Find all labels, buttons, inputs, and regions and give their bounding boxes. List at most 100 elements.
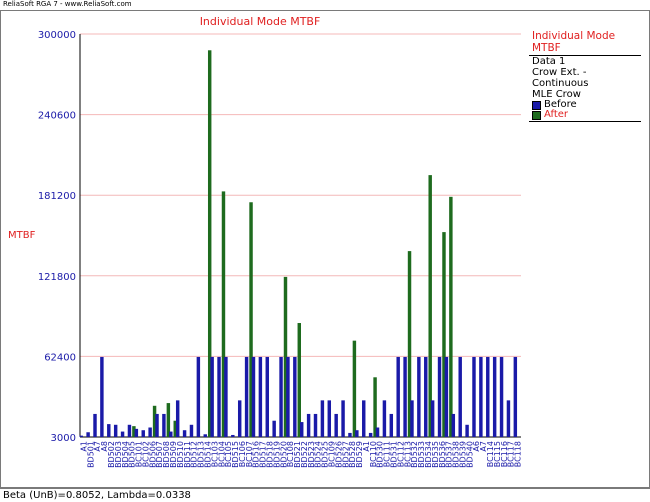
legend-label-after: After [544, 109, 569, 120]
y-tick-label: 62400 [44, 352, 76, 363]
y-tick-label: 181200 [38, 191, 76, 202]
x-tick-label: BC108 [286, 441, 295, 467]
bar-before [100, 356, 104, 437]
x-tick-label: BD514 [203, 441, 212, 468]
bar-before [492, 356, 497, 437]
bar-before [306, 413, 311, 437]
bar-before [341, 400, 345, 437]
x-tick-label: BD510 [176, 441, 185, 468]
bar-before [189, 424, 194, 437]
bar-before [499, 356, 504, 437]
x-tick-label: BD515 [231, 441, 240, 468]
bar-before [265, 356, 269, 437]
x-tick-label: BD536 [438, 441, 447, 468]
x-tick-label: BC111 [383, 441, 392, 467]
bar-before [237, 400, 242, 437]
bar-before [286, 356, 290, 437]
x-tick-label: BD540 [465, 441, 474, 468]
legend-label-before: Before [544, 99, 577, 110]
x-tick-label: A7 [93, 441, 102, 452]
bar-before [368, 432, 373, 437]
x-tick-label: BC101 [135, 441, 144, 467]
bar-before [300, 422, 304, 437]
bar-before [120, 431, 125, 437]
x-tick-label: BC116 [500, 441, 509, 467]
x-tick-label: BD525 [321, 441, 330, 468]
bar-after [373, 377, 377, 437]
x-tick-label: A7 [479, 441, 488, 452]
bar-after [442, 232, 446, 437]
bar-after [428, 175, 432, 437]
y-tick-label: 3000 [51, 433, 76, 444]
legend-title: Individual Mode MTBF [529, 28, 641, 56]
bar-before [506, 400, 511, 437]
x-tick-label: BC106 [238, 441, 247, 467]
x-tick-label: A1 [362, 441, 371, 452]
bar-before [320, 400, 325, 437]
x-tick-label: BD507 [155, 441, 164, 468]
bar-before [258, 356, 263, 437]
bar-before [224, 356, 228, 437]
x-tick-label: BD501 [86, 441, 95, 468]
bar-before [375, 427, 380, 437]
bar-before [175, 400, 180, 437]
chart-title: Individual Mode MTBF [199, 15, 321, 28]
bar-before [451, 413, 456, 437]
bar-before [424, 356, 428, 437]
x-tick-label: BC112 [396, 441, 405, 467]
bar-before [93, 413, 97, 437]
bar-after [297, 323, 301, 437]
legend-model: Crow Ext. - Continuous [532, 67, 589, 89]
window-title: ReliaSoft RGA 7 - www.ReliaSoft.com [0, 0, 650, 9]
legend-rule [529, 121, 641, 122]
bar-before [362, 400, 366, 437]
legend-swatch-after [532, 110, 541, 120]
bar-after [173, 420, 177, 437]
bar-before [210, 356, 214, 437]
x-tick-label: BD509 [169, 441, 178, 468]
bar-before [244, 356, 249, 437]
x-tick-label: BD535 [431, 441, 440, 468]
x-tick-label: BD530 [376, 441, 385, 468]
bar-before [107, 424, 111, 437]
bar-after [166, 403, 171, 437]
bar-after [449, 196, 453, 437]
x-tick-label: BD503 [114, 441, 123, 468]
x-tick-label: BC113 [403, 441, 412, 467]
bar-after [132, 426, 136, 437]
bar-before [437, 356, 442, 437]
bar-before [479, 356, 483, 437]
bar-before [169, 431, 173, 437]
x-tick-label: BD522 [300, 441, 309, 468]
bar-before [355, 430, 359, 437]
bar-before [396, 356, 400, 437]
x-tick-label: BD513 [197, 441, 206, 468]
x-tick-label: BD538 [452, 441, 461, 468]
legend-swatch-before [532, 100, 541, 110]
legend: Individual Mode MTBF Data 1 Crow Ext. - … [529, 28, 641, 122]
bar-before [313, 413, 318, 437]
x-tick-label: BD512 [190, 441, 199, 468]
bar-before [86, 432, 90, 437]
x-tick-label: BD506 [148, 441, 157, 468]
x-tick-label: BD511 [183, 441, 192, 468]
bar-before [417, 356, 421, 437]
bar-before [410, 400, 414, 437]
x-tick-label: BD516 [252, 441, 261, 468]
x-tick-label: BC118 [514, 441, 523, 467]
bar-after [249, 202, 253, 437]
bar-before [162, 413, 166, 437]
bar-before [127, 424, 132, 437]
x-tick-label: BC102 [141, 441, 150, 467]
x-tick-label: BC103 [210, 441, 219, 467]
x-tick-label: BD518 [265, 441, 274, 468]
bar-before [251, 356, 256, 437]
bar-before [348, 432, 352, 437]
bar-before [79, 435, 83, 437]
x-tick-label: A8 [100, 441, 109, 452]
bar-before [134, 428, 139, 437]
bar-before [141, 430, 145, 437]
x-tick-label: BD539 [458, 441, 467, 468]
chart-frame [0, 10, 650, 488]
